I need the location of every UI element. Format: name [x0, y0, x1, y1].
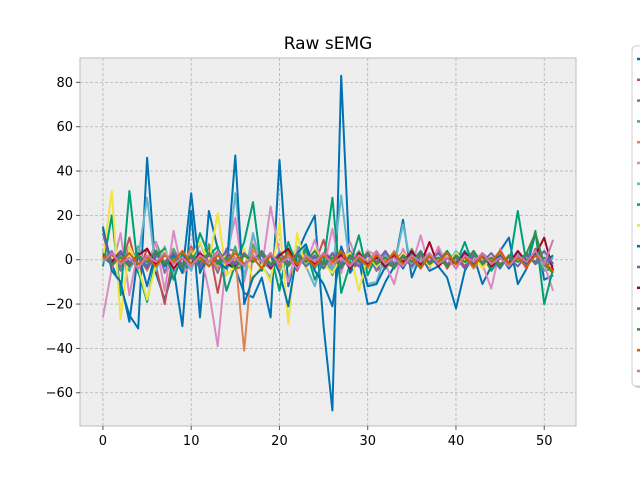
y-tick-label: 80: [56, 76, 73, 91]
x-tick-label: 10: [183, 434, 200, 449]
x-tick-label: 40: [448, 434, 465, 449]
x-tick-label: 50: [536, 434, 553, 449]
series-line-16: [102, 239, 555, 270]
chart-title: Raw sEMG: [284, 34, 373, 54]
x-tick-label: 30: [359, 434, 376, 449]
y-tick-label: 0: [65, 253, 73, 268]
ticks: 0 10 20 30 40 50 −60 −40 −20 0 20 40 60 80: [46, 76, 553, 449]
plot-frame: [79, 57, 577, 427]
y-tick-label: 20: [56, 209, 73, 224]
x-tick-label: 0: [99, 434, 107, 449]
series-line-1: [101, 74, 554, 412]
legend-box: [631, 45, 640, 387]
x-tick-label: 20: [271, 434, 288, 449]
y-tick-label: −60: [46, 386, 73, 401]
grid: [80, 58, 576, 426]
y-tick-label: −40: [46, 342, 73, 357]
y-tick-label: 60: [56, 120, 73, 135]
y-tick-label: 40: [56, 165, 73, 180]
y-tick-label: −20: [46, 298, 73, 313]
series-layer: [101, 74, 555, 412]
